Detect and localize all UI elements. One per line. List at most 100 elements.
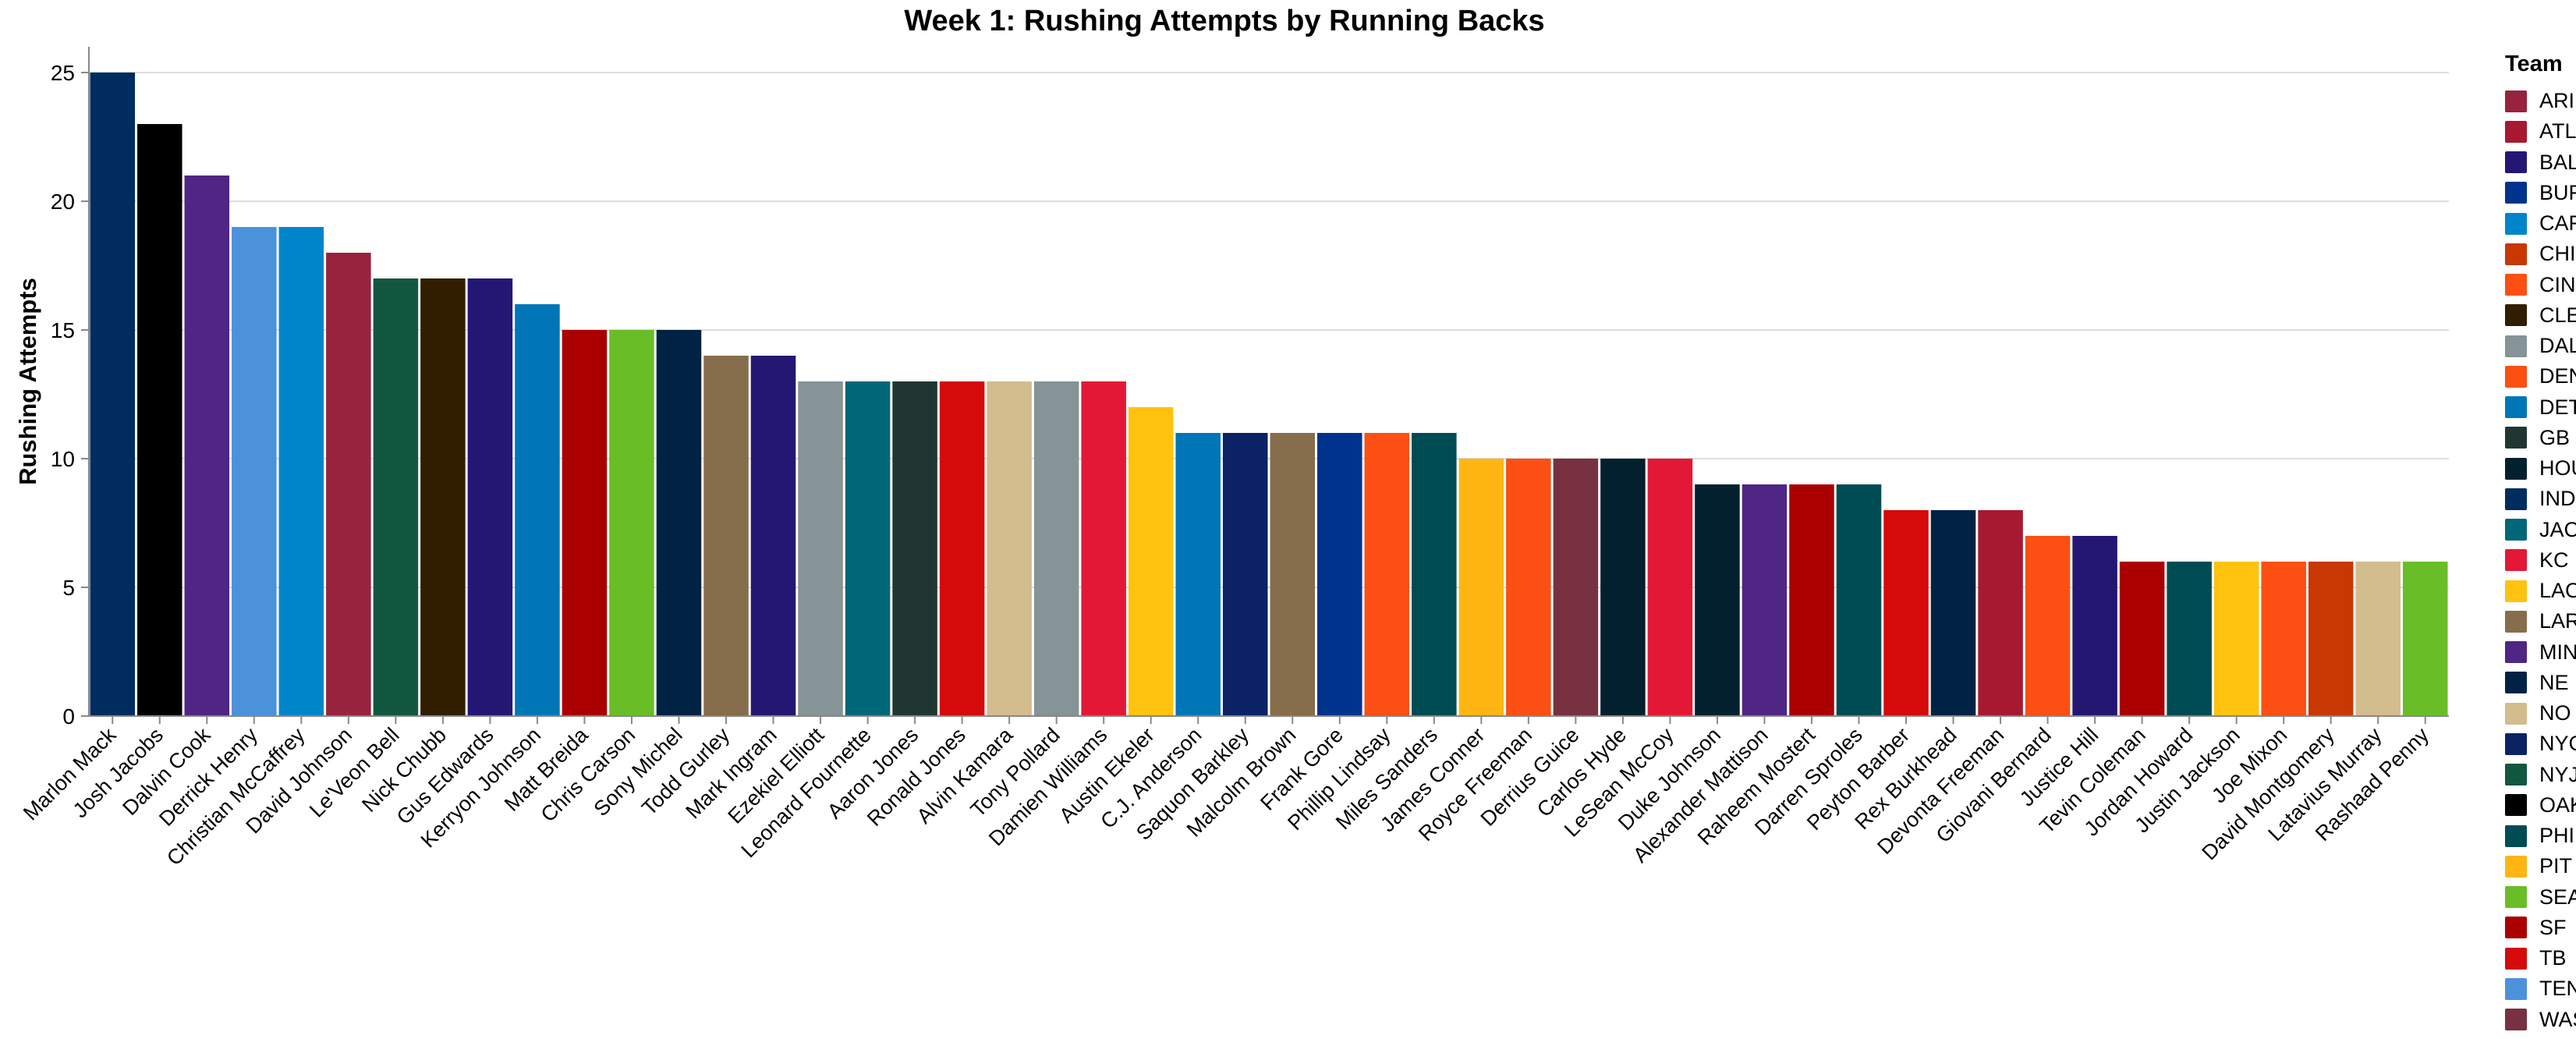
legend-item: TB (2505, 943, 2575, 973)
legend-item: LAC (2505, 576, 2576, 606)
y-tick-label: 10 (51, 447, 75, 471)
legend-item: CLE (2505, 300, 2576, 331)
legend-label: LAC (2539, 579, 2576, 603)
y-tick-label: 20 (51, 190, 75, 214)
legend-label: NO (2539, 701, 2571, 725)
bar (609, 330, 654, 716)
legend-swatch (2505, 672, 2527, 694)
bar (373, 278, 419, 716)
legend-label: ATL (2539, 119, 2576, 144)
legend-swatch (2505, 212, 2527, 235)
bar (278, 227, 324, 716)
legend-label: NE (2539, 670, 2569, 694)
bar (1270, 433, 1316, 716)
legend-swatch (2505, 151, 2527, 174)
bar (137, 124, 182, 716)
legend-title: Team (2505, 51, 2563, 76)
legend-swatch (2505, 488, 2527, 510)
bar (1978, 510, 2023, 716)
legend-label: CLE (2539, 303, 2576, 327)
bar (1553, 459, 1599, 716)
legend-label: DET (2539, 395, 2576, 419)
legend-swatch (2505, 427, 2527, 449)
legend-swatch (2505, 243, 2527, 265)
bar (2119, 562, 2165, 716)
bar (1836, 484, 1882, 716)
bar (90, 73, 136, 716)
bar (1458, 459, 1504, 716)
legend-item: PIT (2505, 851, 2575, 881)
legend-label: TB (2539, 946, 2567, 970)
bar (1647, 459, 1693, 716)
legend-item: TEN (2505, 973, 2576, 1004)
legend-label: GB (2539, 425, 2571, 449)
legend-label: JAC (2539, 517, 2576, 541)
legend-items: ARI ATL BAL BUF CAR CHI CIN CLE DAL DEN DET GB HOU IN… (2505, 86, 2576, 1035)
y-axis-title: Rushing Attempts (14, 278, 41, 485)
legend-item: OAK (2505, 790, 2576, 821)
legend-swatch (2505, 549, 2527, 572)
legend-swatch (2505, 457, 2527, 480)
bar (2402, 562, 2448, 716)
legend-label: BUF (2539, 180, 2576, 204)
legend-swatch (2505, 610, 2527, 633)
legend-item: NE (2505, 668, 2575, 698)
legend-swatch (2505, 702, 2527, 725)
legend-swatch (2505, 824, 2527, 847)
legend-label: DEN (2539, 364, 2576, 388)
bar (1175, 433, 1221, 716)
bar (1930, 510, 1976, 716)
legend-label: TEN (2539, 977, 2576, 1001)
legend-swatch (2505, 764, 2527, 786)
legend-swatch (2505, 274, 2527, 296)
bar (750, 356, 796, 716)
bar (515, 304, 560, 716)
y-tick-label: 5 (62, 576, 75, 600)
bar (1033, 381, 1079, 716)
legend-item: CIN (2505, 270, 2576, 300)
legend-label: BAL (2539, 150, 2576, 174)
bar (1364, 433, 1410, 716)
legend-label: WAS (2539, 1007, 2576, 1031)
bar (939, 381, 985, 716)
legend-item: BUF (2505, 178, 2576, 208)
bar (1789, 484, 1834, 716)
bar (2355, 562, 2401, 716)
legend-swatch (2505, 90, 2527, 112)
bar (1317, 433, 1362, 716)
bar (656, 330, 702, 716)
chart-title: Week 1: Rushing Attempts by Running Back… (904, 5, 1545, 37)
legend-label: KC (2539, 548, 2569, 572)
legend-swatch (2505, 917, 2527, 939)
legend-label: ARI (2539, 89, 2575, 113)
bar (184, 176, 230, 716)
legend-item: NO (2505, 698, 2575, 729)
legend-label: LAR (2539, 609, 2576, 633)
legend-swatch (2505, 886, 2527, 909)
legend-swatch (2505, 304, 2527, 327)
legend-item: HOU (2505, 453, 2576, 484)
legend-swatch (2505, 396, 2527, 419)
bar (1695, 484, 1740, 716)
legend-label: PIT (2539, 854, 2573, 878)
legend-label: NYJ (2539, 762, 2576, 786)
legend-label: DAL (2539, 334, 2576, 358)
legend-item: NYJ (2505, 760, 2576, 790)
legend-item: DAL (2505, 331, 2576, 361)
bar (1600, 459, 1646, 716)
legend-item: NYG (2505, 729, 2576, 759)
legend-item: WAS (2505, 1005, 2576, 1035)
legend-item: LAR (2505, 606, 2576, 637)
legend-item: DEN (2505, 361, 2576, 392)
legend-label: MIN (2539, 640, 2576, 664)
legend-swatch (2505, 365, 2527, 388)
legend-swatch (2505, 580, 2527, 602)
legend-swatch (2505, 794, 2527, 817)
legend-swatch (2505, 120, 2527, 143)
legend-item: SEA (2505, 882, 2576, 913)
legend-swatch (2505, 641, 2527, 664)
bar (232, 227, 277, 716)
bar (1128, 407, 1174, 716)
legend-label: OAK (2539, 793, 2576, 817)
